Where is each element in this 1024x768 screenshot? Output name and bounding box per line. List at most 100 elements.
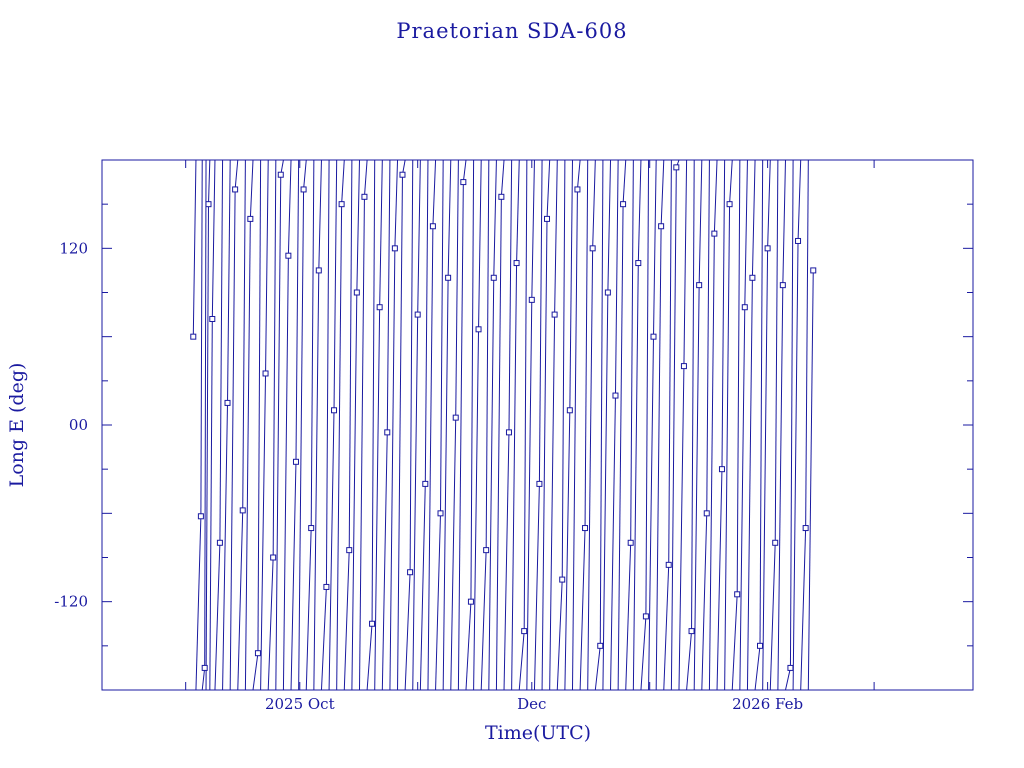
series-line-segment (759, 159, 764, 646)
series-line-segment (227, 159, 231, 403)
data-point (650, 333, 657, 340)
series-line-segment (610, 395, 616, 691)
series-line-segment (724, 204, 731, 691)
data-point (582, 525, 589, 532)
data-point (216, 539, 223, 546)
series-line-segment (622, 159, 627, 205)
series-line-segment (762, 248, 769, 691)
data-point (810, 267, 817, 274)
data-point (254, 650, 261, 657)
series-line-segment (424, 159, 429, 484)
series-line-segment (310, 159, 315, 529)
data-point (429, 223, 436, 230)
series-line-segment (419, 483, 426, 691)
series-line-segment (260, 373, 267, 691)
data-point (688, 628, 695, 635)
series-line-segment (222, 402, 229, 691)
data-point (703, 510, 710, 517)
series-line-segment (625, 542, 632, 691)
series-line-segment (731, 594, 738, 691)
data-point (247, 215, 254, 222)
series-line-segment (328, 410, 335, 691)
series-line-segment (792, 240, 799, 691)
series-line-segment (305, 528, 312, 691)
series-line-segment (797, 159, 802, 241)
series-line-segment (751, 159, 756, 278)
data-point (589, 245, 596, 252)
data-point (787, 664, 794, 671)
series-line-segment (571, 189, 578, 691)
data-point (612, 392, 619, 399)
series-line-segment (660, 159, 665, 227)
data-point (391, 245, 398, 252)
data-point (490, 274, 497, 281)
data-point (369, 620, 376, 627)
data-point (239, 507, 246, 514)
series-line-segment (275, 174, 282, 691)
y-tick-label: -120 (54, 593, 88, 611)
series-line-segment (333, 159, 338, 411)
series-line-segment (630, 159, 634, 543)
series-line-segment (744, 159, 748, 308)
series-line-segment (607, 159, 612, 293)
series-line-segment (594, 645, 601, 691)
data-point (445, 274, 452, 281)
x-tick-label: Dec (517, 695, 546, 713)
series-line-segment (219, 159, 224, 543)
data-point (521, 628, 528, 635)
series-line-segment (701, 513, 708, 691)
series-line-segment (282, 255, 289, 691)
data-point (224, 399, 231, 406)
data-point (460, 179, 467, 186)
data-point (331, 407, 338, 414)
series-line-segment (214, 542, 221, 691)
data-point (190, 333, 197, 340)
series-line-segment (691, 159, 695, 632)
data-point (361, 193, 368, 200)
data-point (475, 326, 482, 333)
series-line-segment (693, 285, 700, 691)
series-line-segment (229, 189, 236, 691)
series-line-segment (617, 204, 624, 691)
series-line-segment (655, 226, 662, 691)
series-line-segment (526, 299, 533, 691)
data-point (437, 510, 444, 517)
data-point (749, 274, 756, 281)
series-line-segment (485, 159, 490, 551)
series-line-segment (678, 366, 685, 691)
data-point (300, 186, 307, 193)
series-line-segment (637, 159, 642, 264)
series-line-segment (599, 159, 604, 646)
series-line-segment (736, 159, 741, 595)
data-point (285, 252, 292, 259)
series-line-segment (576, 159, 581, 190)
series-line-segment (668, 159, 672, 565)
series-lines (192, 159, 814, 691)
data-point (205, 201, 212, 208)
series-line-segment (211, 159, 216, 320)
series-line-segment (663, 564, 670, 691)
series-line-segment (394, 159, 399, 249)
series-line-segment (531, 159, 535, 300)
data-point (718, 466, 725, 473)
data-point (559, 576, 566, 583)
data-point (642, 613, 649, 620)
data-point (498, 193, 505, 200)
data-point (726, 201, 733, 208)
series-line-segment (784, 667, 791, 691)
series-line-segment (523, 159, 528, 632)
series-line-segment (592, 159, 596, 249)
series-line-segment (244, 218, 251, 691)
series-line-segment (348, 159, 353, 551)
series-line-segment (265, 159, 269, 374)
series-line-segment (267, 557, 274, 691)
data-point (604, 289, 611, 296)
y-tick-label: 120 (59, 239, 88, 257)
series-line-segment (440, 159, 444, 514)
series-line-segment (455, 159, 459, 418)
series-line-segment (767, 159, 771, 249)
series-line-segment (754, 645, 761, 691)
series-line-segment (640, 616, 647, 691)
data-point (795, 237, 802, 244)
